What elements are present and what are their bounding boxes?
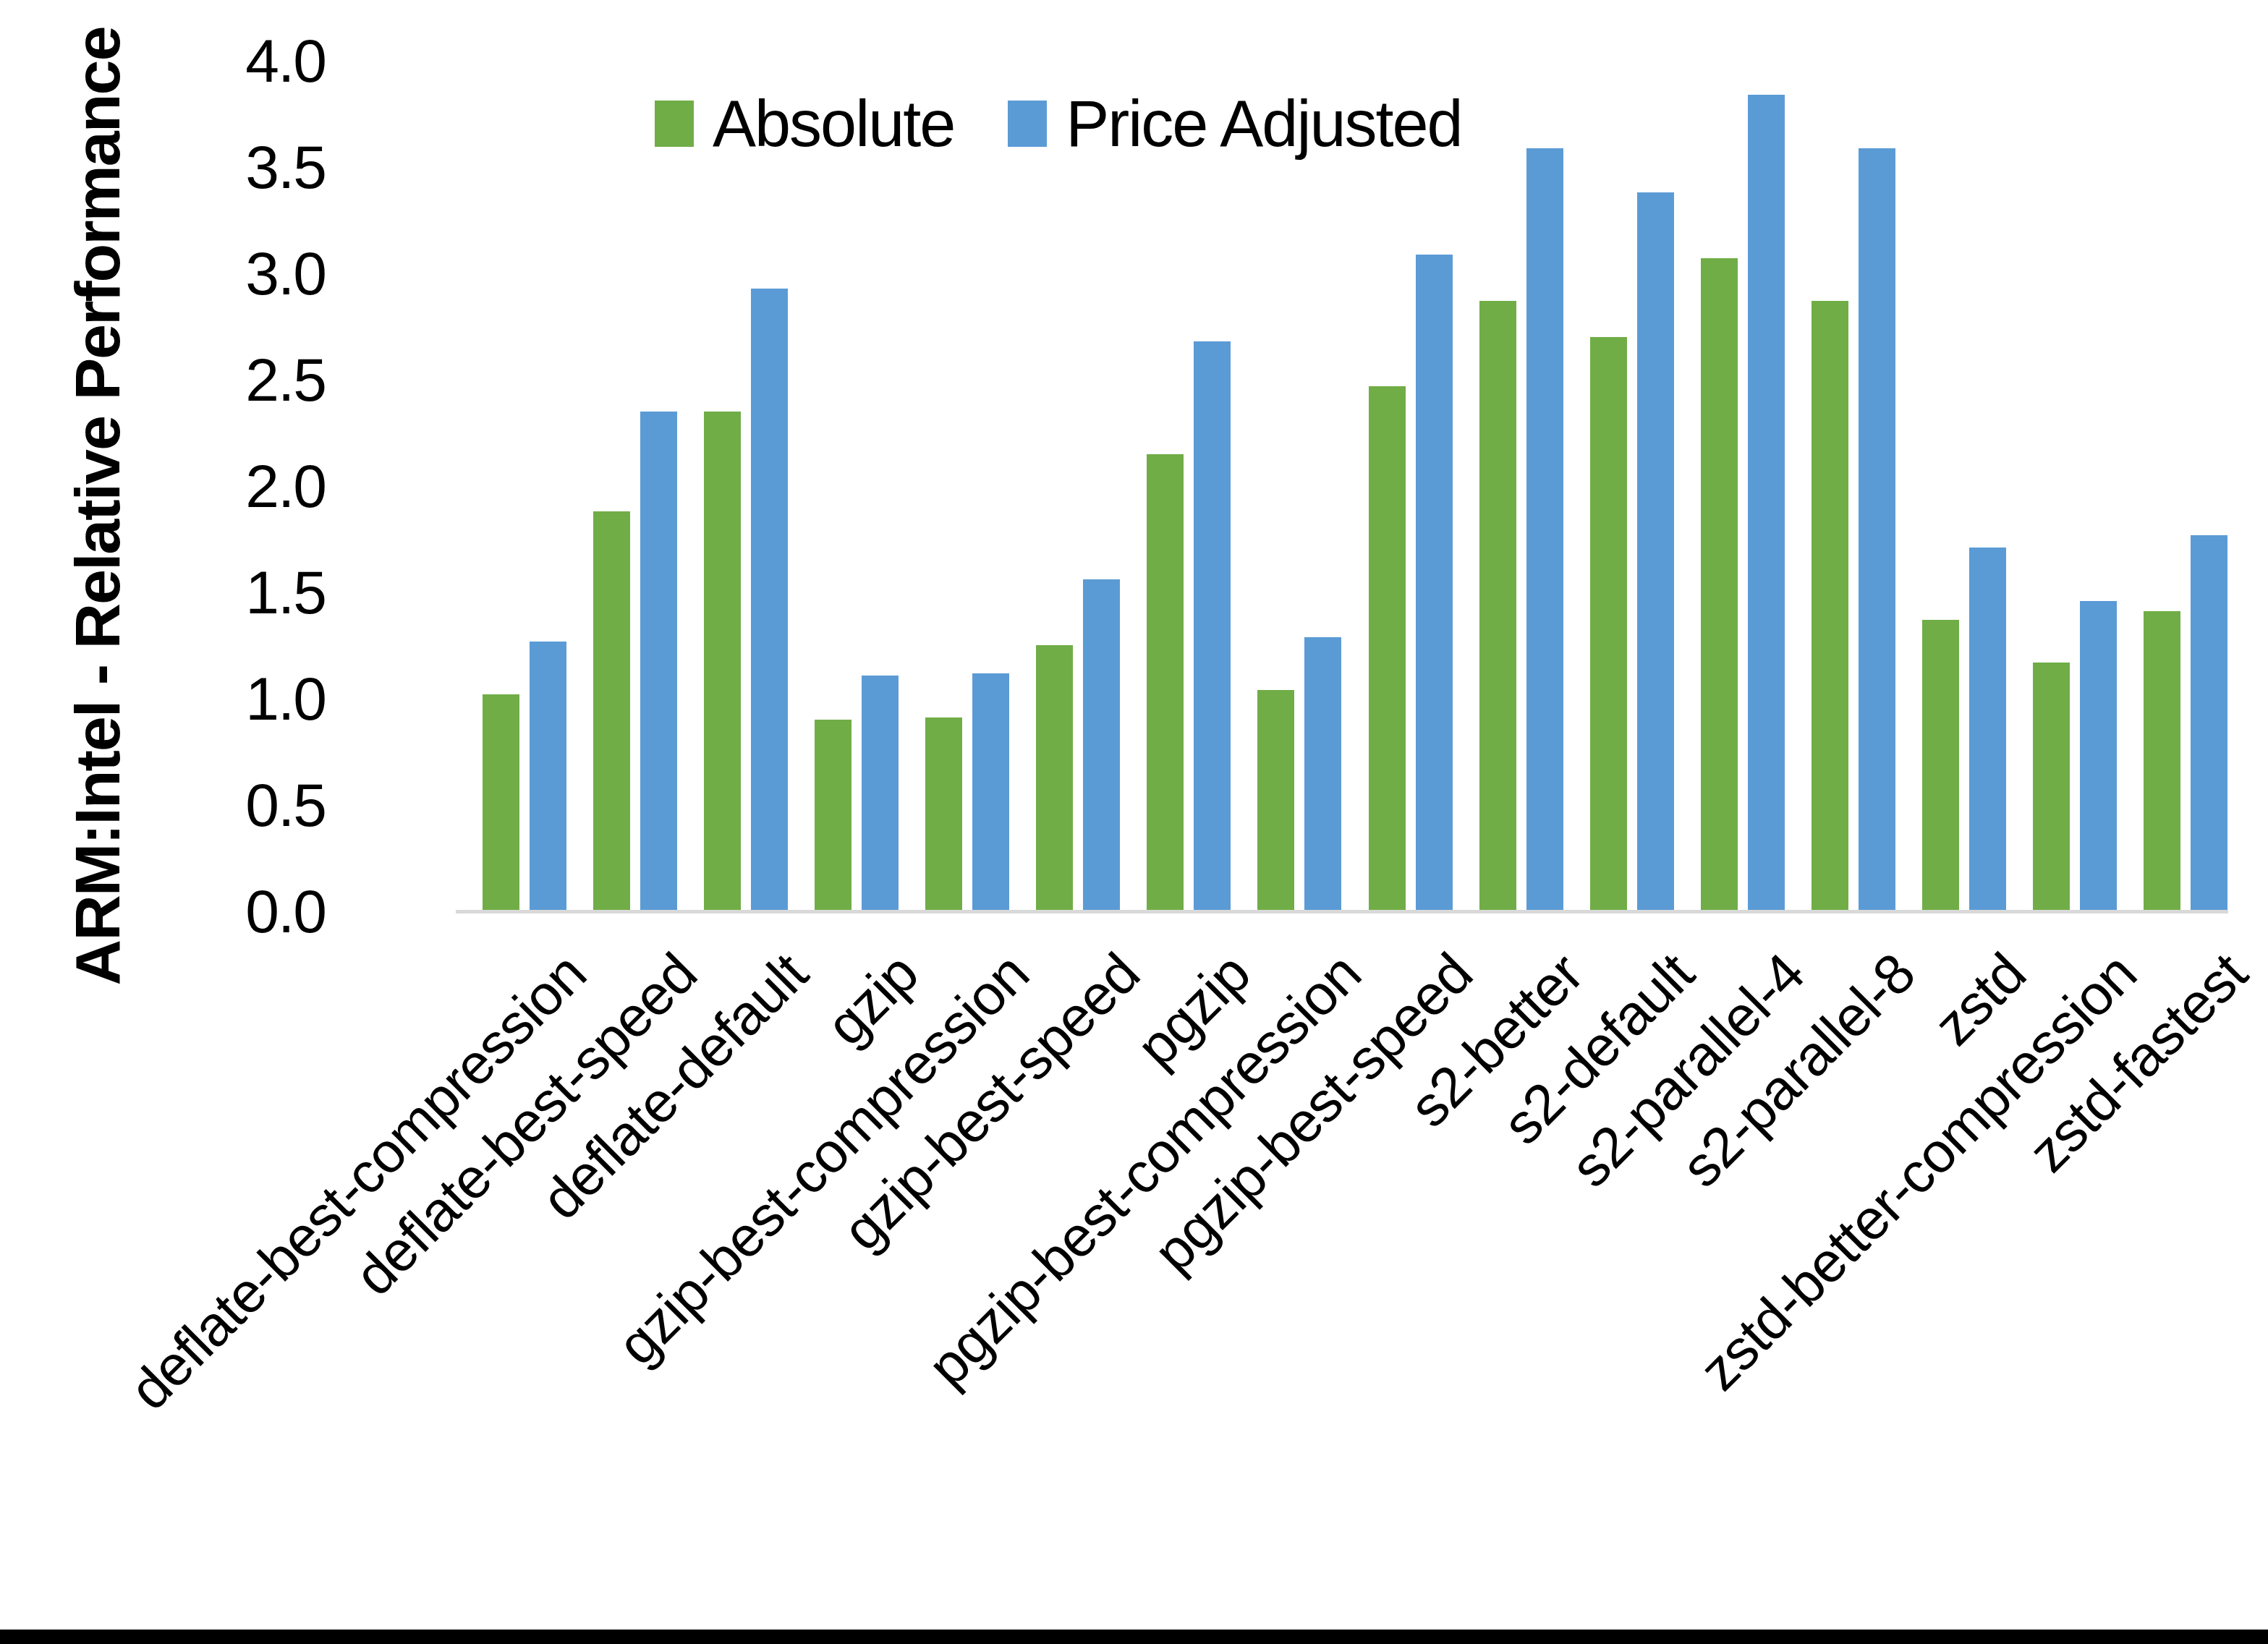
bar-price-adjusted-zstd-fastest xyxy=(2191,535,2227,911)
screenshot-bottom-edge xyxy=(0,1630,2268,1644)
bar-absolute-s2-parallel-8 xyxy=(1812,301,1848,911)
bar-absolute-zstd-better-compression xyxy=(2033,663,2070,911)
bar-price-adjusted-zstd xyxy=(1969,548,2006,911)
plot-area xyxy=(456,61,2228,911)
bar-price-adjusted-s2-parallel-4 xyxy=(1748,95,1785,911)
bar-absolute-zstd xyxy=(1922,620,1959,911)
y-tick-label-0.0: 0.0 xyxy=(116,875,326,947)
bar-price-adjusted-s2-parallel-8 xyxy=(1859,148,1895,911)
bar-price-adjusted-deflate-default xyxy=(751,289,788,911)
bar-absolute-pgzip-best-compression xyxy=(1257,690,1294,911)
bar-price-adjusted-deflate-best-speed xyxy=(640,412,677,911)
y-tick-label-2.0: 2.0 xyxy=(116,450,326,522)
bar-absolute-zstd-fastest xyxy=(2144,611,2180,911)
chart-figure: ARM:Intel - Relative Performance Absolut… xyxy=(0,0,2268,1644)
bar-price-adjusted-gzip-best-compression xyxy=(972,673,1009,911)
y-tick-label-4.0: 4.0 xyxy=(116,25,326,97)
x-category-label-deflate-best-compression: deflate-best-compression xyxy=(118,942,598,1421)
bar-price-adjusted-deflate-best-compression xyxy=(530,642,566,911)
bar-absolute-s2-parallel-4 xyxy=(1701,258,1738,911)
bar-absolute-s2-default xyxy=(1590,337,1627,911)
y-tick-label-1.0: 1.0 xyxy=(116,663,326,735)
bar-price-adjusted-gzip-best-speed xyxy=(1083,579,1120,911)
y-tick-label-3.0: 3.0 xyxy=(116,237,326,310)
y-tick-label-0.5: 0.5 xyxy=(116,769,326,841)
bar-absolute-deflate-best-speed xyxy=(593,511,630,911)
bar-absolute-gzip-best-compression xyxy=(925,717,962,911)
bar-absolute-deflate-default xyxy=(704,412,741,911)
x-axis-baseline xyxy=(456,910,2228,913)
bar-price-adjusted-pgzip xyxy=(1194,341,1231,911)
bar-price-adjusted-pgzip-best-compression xyxy=(1304,637,1341,911)
bar-absolute-pgzip-best-speed xyxy=(1369,386,1406,911)
bar-price-adjusted-zstd-better-compression xyxy=(2080,601,2117,911)
bar-price-adjusted-pgzip-best-speed xyxy=(1416,255,1453,911)
bar-absolute-gzip-best-speed xyxy=(1036,645,1073,911)
bar-absolute-pgzip xyxy=(1147,454,1184,911)
bar-price-adjusted-gzip xyxy=(862,676,899,911)
bar-absolute-s2-better xyxy=(1479,301,1516,911)
y-tick-label-3.5: 3.5 xyxy=(116,131,326,203)
bar-absolute-gzip xyxy=(815,720,851,911)
y-tick-label-2.5: 2.5 xyxy=(116,344,326,416)
bar-price-adjusted-s2-better xyxy=(1526,148,1563,911)
bar-price-adjusted-s2-default xyxy=(1637,192,1674,911)
y-tick-label-1.5: 1.5 xyxy=(116,556,326,629)
bar-absolute-deflate-best-compression xyxy=(483,694,519,911)
